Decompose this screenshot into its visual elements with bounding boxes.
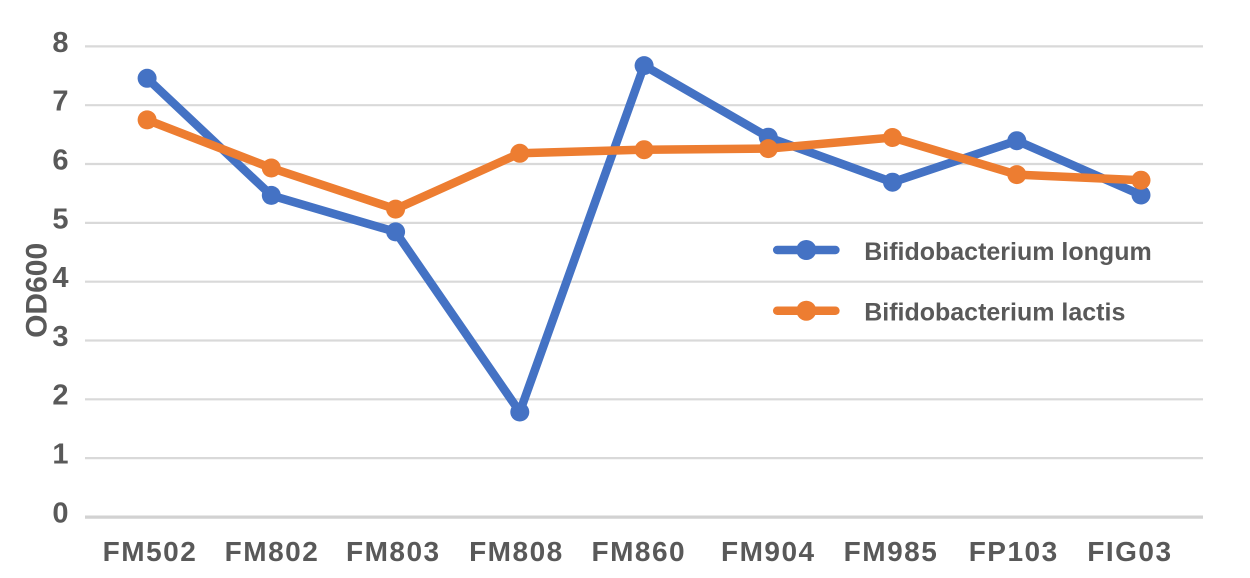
svg-text:Bifidobacterium lactis: Bifidobacterium lactis — [864, 299, 1125, 327]
svg-text:FM904: FM904 — [721, 536, 816, 567]
svg-text:3: 3 — [52, 321, 68, 353]
svg-text:7: 7 — [52, 86, 68, 118]
svg-text:0: 0 — [52, 497, 68, 529]
svg-text:FM803: FM803 — [346, 536, 441, 567]
svg-text:FM860: FM860 — [591, 536, 686, 567]
svg-text:FM502: FM502 — [103, 536, 198, 567]
svg-text:6: 6 — [52, 144, 68, 176]
svg-text:4: 4 — [52, 262, 68, 294]
svg-text:5: 5 — [52, 203, 68, 235]
svg-text:OD600: OD600 — [20, 243, 53, 338]
svg-text:FM808: FM808 — [469, 536, 564, 567]
svg-text:Bifidobacterium longum: Bifidobacterium longum — [864, 238, 1151, 266]
svg-text:FM802: FM802 — [225, 536, 320, 567]
svg-text:2: 2 — [52, 380, 68, 412]
svg-text:FM985: FM985 — [844, 536, 939, 567]
svg-text:FP103: FP103 — [969, 536, 1059, 567]
svg-text:1: 1 — [52, 439, 68, 471]
svg-text:FIG03: FIG03 — [1087, 536, 1172, 567]
svg-text:8: 8 — [52, 27, 68, 59]
